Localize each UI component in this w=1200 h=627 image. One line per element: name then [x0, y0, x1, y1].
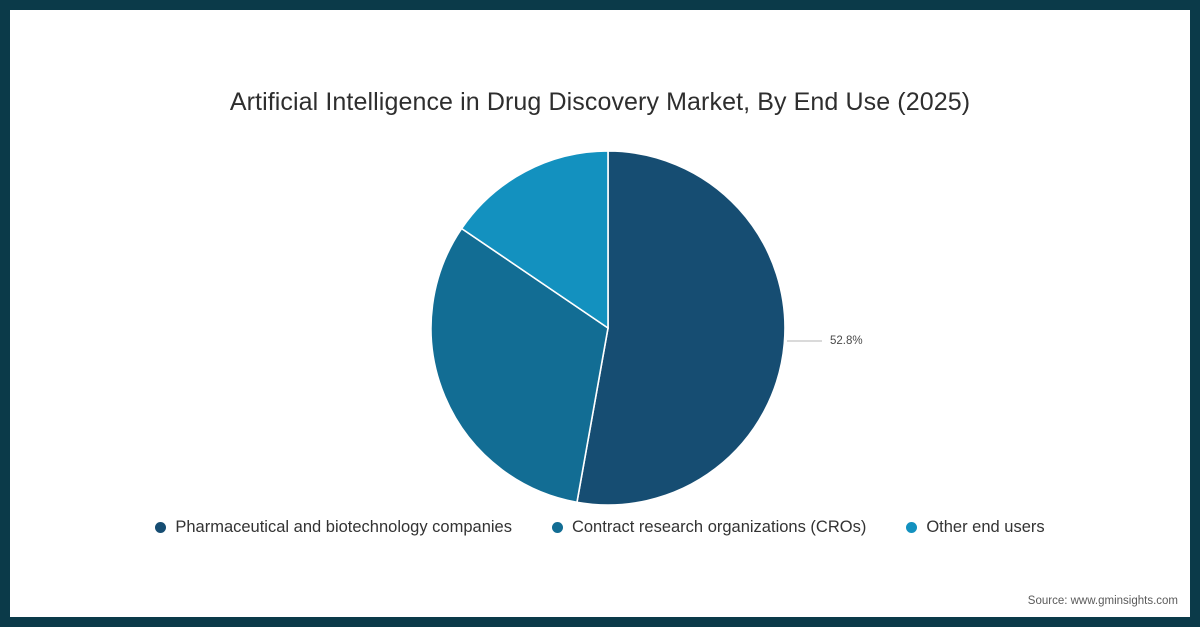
slice-value-label-0: 52.8% — [830, 335, 863, 347]
legend-swatch-icon-1 — [551, 522, 563, 533]
pie-slice-2[interactable] — [460, 150, 609, 330]
pie-slice-group — [430, 150, 786, 506]
pie-slice-1[interactable] — [430, 227, 609, 504]
legend-swatch-icon-2 — [906, 522, 918, 533]
page-title: Artificial Intelligence in Drug Discover… — [229, 88, 971, 116]
legend-label-0: Pharmaceutical and biotechnology compani… — [175, 518, 512, 536]
legend-item-other-end-users[interactable]: Other end users — [906, 518, 1045, 537]
pie-slice-0[interactable] — [576, 150, 786, 506]
legend-item-contract-research-organizations[interactable]: Contract research organizations (CROs) — [551, 518, 867, 537]
pie-chart-svg — [430, 150, 822, 506]
pie-chart-plot-area: 52.8% — [10, 10, 1190, 617]
legend-label-1: Contract research organizations (CROs) — [571, 518, 867, 536]
legend-swatch-icon-0 — [155, 522, 167, 533]
chart-legend: Pharmaceutical and biotechnology compani… — [10, 518, 1190, 537]
legend-label-2: Other end users — [926, 518, 1045, 536]
legend-item-pharmaceutical-and-biotechnology-companies[interactable]: Pharmaceutical and biotechnology compani… — [155, 518, 512, 537]
source-attribution: Source: www.gminsights.com — [1027, 595, 1178, 607]
